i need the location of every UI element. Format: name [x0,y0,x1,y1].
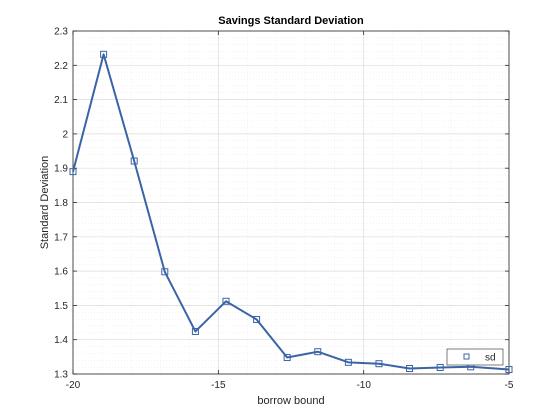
x-axis-ticks: -20 -15 -10 -5 [66,31,514,391]
y-axis-ticks: 1.3 1.4 1.5 1.6 1.7 1.8 1.9 2 2.1 2.2 2.3 [54,27,509,381]
data-point [253,315,261,323]
data-point [161,268,169,276]
x-tick-label: -15 [211,380,226,391]
y-tick-label: 1.6 [54,267,68,278]
data-point [222,297,230,305]
x-tick-label: -10 [356,380,371,391]
legend-box [446,348,504,366]
y-tick-label: 2.1 [54,95,68,106]
data-point [314,348,322,356]
y-axis-label: Standard Deviation [39,156,51,250]
y-tick-label: 1.5 [54,301,68,312]
x-tick-label: -20 [66,380,81,391]
y-tick-label: 2 [62,129,68,140]
data-point [283,354,291,362]
y-tick-label: 1.8 [54,198,68,209]
y-tick-label: 2.2 [54,61,68,72]
chart-title: Savings Standard Deviation [218,15,364,27]
y-tick-label: 1.4 [54,335,68,346]
legend: sd [446,348,504,366]
data-point [436,363,444,371]
y-tick-label: 1.3 [54,370,68,381]
x-tick-label: -5 [505,380,514,391]
data-point [100,50,108,58]
series-layer [69,50,513,374]
y-tick-label: 2.3 [54,27,68,38]
y-tick-label: 1.9 [54,164,68,175]
legend-marker [463,353,470,360]
data-point [344,358,352,366]
legend-entry-sd: sd [485,353,496,364]
series-line-sd [72,53,510,371]
x-axis-label: borrow bound [257,395,324,407]
data-point [69,168,77,176]
data-point [191,327,199,335]
data-point [130,157,138,165]
y-tick-label: 1.7 [54,232,68,243]
data-point [375,360,383,368]
data-point [406,365,414,373]
data-point [505,366,513,374]
